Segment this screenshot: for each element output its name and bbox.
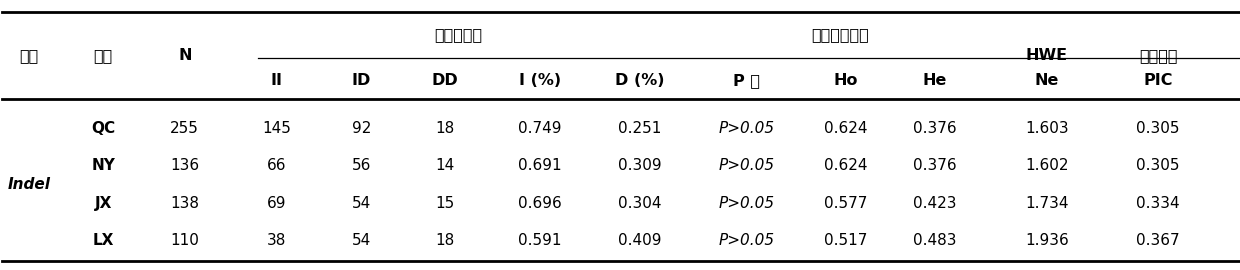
Text: LX: LX [93, 233, 114, 248]
Text: 0.423: 0.423 [913, 196, 956, 211]
Text: 0.517: 0.517 [823, 233, 867, 248]
Text: 0.376: 0.376 [913, 158, 956, 173]
Text: 0.309: 0.309 [619, 158, 662, 173]
Text: 0.696: 0.696 [518, 196, 562, 211]
Text: He: He [923, 73, 946, 88]
Text: I (%): I (%) [518, 73, 560, 88]
Text: 18: 18 [435, 233, 454, 248]
Text: 0.591: 0.591 [518, 233, 562, 248]
Text: 位点: 位点 [20, 48, 38, 63]
Text: P>0.05: P>0.05 [718, 233, 775, 248]
Text: 总体参数: 总体参数 [1140, 48, 1178, 63]
Text: 0.483: 0.483 [913, 233, 956, 248]
Text: 1.603: 1.603 [1025, 121, 1069, 136]
Text: Ho: Ho [833, 73, 858, 88]
Text: 品种: 品种 [93, 48, 113, 63]
Text: 0.304: 0.304 [619, 196, 662, 211]
Text: ID: ID [352, 73, 371, 88]
Text: 0.624: 0.624 [823, 158, 867, 173]
Text: II: II [270, 73, 283, 88]
Text: P>0.05: P>0.05 [718, 121, 775, 136]
Text: 136: 136 [170, 158, 200, 173]
Text: Indel: Indel [7, 177, 51, 192]
Text: 66: 66 [267, 158, 286, 173]
Text: 0.376: 0.376 [913, 121, 956, 136]
Text: 54: 54 [352, 233, 371, 248]
Text: P>0.05: P>0.05 [718, 196, 775, 211]
Text: 92: 92 [352, 121, 371, 136]
Text: 138: 138 [170, 196, 200, 211]
Text: 1.602: 1.602 [1025, 158, 1069, 173]
Text: 0.367: 0.367 [1136, 233, 1180, 248]
Text: 15: 15 [435, 196, 454, 211]
Text: HWE: HWE [1025, 48, 1068, 63]
Text: 54: 54 [352, 196, 371, 211]
Text: 等位基因频率: 等位基因频率 [811, 27, 869, 42]
Text: 1.936: 1.936 [1025, 233, 1069, 248]
Text: 14: 14 [435, 158, 454, 173]
Text: 0.691: 0.691 [518, 158, 562, 173]
Text: QC: QC [91, 121, 115, 136]
Text: P 値: P 値 [733, 73, 760, 88]
Text: 69: 69 [267, 196, 286, 211]
Text: 0.305: 0.305 [1137, 158, 1180, 173]
Text: PIC: PIC [1143, 73, 1173, 88]
Text: 1.734: 1.734 [1025, 196, 1069, 211]
Text: Ne: Ne [1034, 73, 1059, 88]
Text: 56: 56 [352, 158, 371, 173]
Text: 38: 38 [267, 233, 286, 248]
Text: 0.624: 0.624 [823, 121, 867, 136]
Text: DD: DD [432, 73, 458, 88]
Text: P>0.05: P>0.05 [718, 158, 775, 173]
Text: 0.409: 0.409 [619, 233, 662, 248]
Text: 255: 255 [170, 121, 200, 136]
Text: 145: 145 [262, 121, 290, 136]
Text: D (%): D (%) [615, 73, 665, 88]
Text: 0.251: 0.251 [619, 121, 662, 136]
Text: 18: 18 [435, 121, 454, 136]
Text: N: N [179, 48, 191, 63]
Text: 0.577: 0.577 [823, 196, 867, 211]
Text: 110: 110 [170, 233, 200, 248]
Text: JX: JX [94, 196, 112, 211]
Text: 0.305: 0.305 [1137, 121, 1180, 136]
Text: NY: NY [92, 158, 115, 173]
Text: 基因型频率: 基因型频率 [434, 27, 482, 42]
Text: 0.749: 0.749 [518, 121, 562, 136]
Text: 0.334: 0.334 [1136, 196, 1180, 211]
